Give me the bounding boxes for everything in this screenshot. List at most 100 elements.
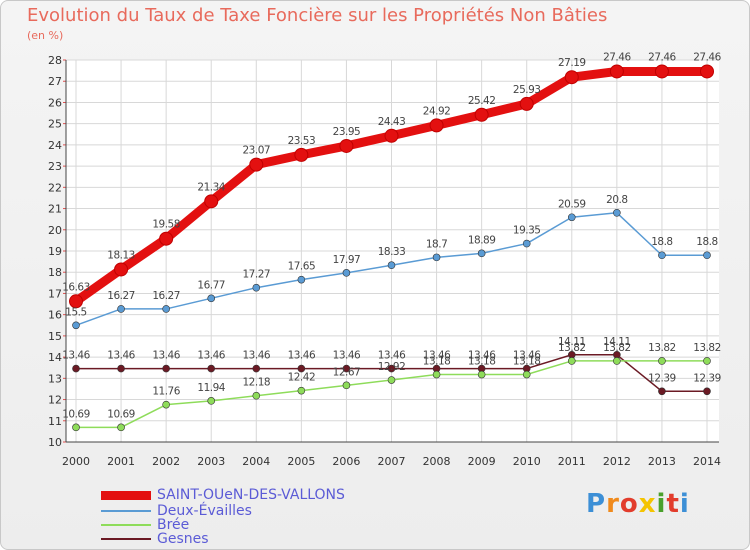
data-label: 23.53	[288, 135, 316, 147]
data-label: 17.65	[288, 261, 316, 273]
legend-label: SAINT-OUeN-DES-VALLONS	[157, 487, 345, 503]
data-label: 19.58	[152, 219, 180, 231]
data-point	[654, 64, 669, 79]
legend-label: Deux-Évailles	[157, 503, 252, 519]
data-label: 13.46	[152, 350, 180, 362]
data-point	[477, 370, 486, 379]
data-label: 13.46	[468, 350, 496, 362]
data-label: 17.27	[243, 269, 271, 281]
data-label: 25.93	[513, 84, 541, 96]
logo-letter: i	[679, 489, 690, 519]
y-tick-label: 16	[48, 309, 62, 322]
logo-letter: t	[666, 489, 680, 519]
data-label: 13.18	[468, 356, 496, 368]
x-tick-label: 2011	[558, 455, 586, 468]
data-point	[207, 364, 216, 373]
data-label: 24.92	[423, 105, 451, 117]
data-point	[432, 370, 441, 379]
data-label: 11.76	[152, 386, 180, 398]
data-label: 12.42	[288, 372, 316, 384]
data-point	[249, 157, 264, 172]
data-label: 19.35	[513, 225, 541, 237]
y-tick-label: 11	[48, 415, 62, 428]
data-label: 18.89	[468, 234, 496, 246]
data-point	[432, 253, 441, 262]
data-label: 27.46	[693, 51, 721, 63]
x-tick-label: 2013	[648, 455, 676, 468]
data-point	[252, 391, 261, 400]
data-label: 27.46	[648, 51, 676, 63]
data-point	[519, 96, 534, 111]
chart-subtitle: (en %)	[27, 29, 64, 42]
data-label: 16.27	[152, 290, 180, 302]
logo-letter: P	[586, 489, 607, 519]
data-point	[339, 138, 354, 153]
x-tick-label: 2001	[107, 455, 135, 468]
data-label: 12.92	[378, 361, 406, 373]
x-tick-label: 2009	[468, 455, 496, 468]
data-label: 13.46	[197, 350, 225, 362]
data-label: 18.13	[107, 249, 135, 261]
data-label: 12.18	[243, 377, 271, 389]
data-point	[384, 128, 399, 143]
data-label: 20.59	[558, 198, 586, 210]
data-point	[297, 386, 306, 395]
legend-label: Gesnes	[157, 531, 209, 547]
y-tick-label: 17	[48, 287, 62, 300]
data-label: 12.67	[333, 366, 361, 378]
data-label: 24.43	[378, 116, 406, 128]
data-label: 13.82	[603, 342, 631, 354]
data-point	[613, 357, 621, 365]
data-point	[252, 364, 261, 373]
chart-title: Evolution du Taux de Taxe Foncière sur l…	[27, 5, 608, 26]
data-label: 14.11	[603, 336, 631, 348]
x-tick-label: 2008	[423, 455, 451, 468]
data-label: 18.8	[696, 236, 717, 248]
data-label: 13.46	[288, 350, 316, 362]
data-label: 18.7	[426, 238, 447, 250]
data-point	[159, 231, 174, 246]
data-point	[658, 357, 666, 365]
legend-item: Gesnes	[101, 531, 209, 547]
data-point	[387, 376, 396, 384]
data-label: 12.39	[693, 372, 721, 384]
data-point	[162, 364, 170, 373]
legend-item: SAINT-OUeN-DES-VALLONS	[101, 487, 345, 503]
x-tick-label: 2005	[287, 455, 315, 468]
logo-letter: o	[619, 489, 639, 519]
x-tick-label: 2000	[62, 455, 90, 468]
y-tick-label: 14	[48, 351, 62, 364]
data-label: 27.19	[558, 57, 586, 69]
data-label: 23.95	[333, 126, 361, 138]
data-label: 13.82	[648, 342, 676, 354]
data-label: 13.82	[558, 342, 586, 354]
x-tick-label: 2004	[242, 455, 270, 468]
data-point	[567, 357, 576, 365]
data-point	[658, 387, 666, 396]
data-point	[564, 70, 579, 85]
data-label: 10.69	[62, 408, 90, 420]
legend-item: Deux-Évailles	[101, 503, 252, 519]
data-label: 16.63	[62, 281, 90, 293]
data-label: 15.5	[65, 306, 86, 318]
y-tick-label: 19	[48, 245, 62, 258]
data-point	[609, 64, 624, 79]
data-point	[207, 397, 216, 405]
data-label: 20.8	[606, 194, 627, 206]
data-point	[162, 400, 170, 409]
y-tick-label: 23	[48, 160, 62, 173]
data-point	[117, 423, 125, 432]
data-point	[387, 261, 396, 270]
data-point	[703, 387, 711, 396]
logo-letter: x	[638, 489, 657, 519]
data-point	[474, 107, 489, 122]
data-point	[429, 118, 444, 133]
data-label: 13.46	[378, 350, 406, 362]
x-tick-label: 2012	[603, 455, 631, 468]
data-label: 13.46	[107, 350, 135, 362]
x-tick-label: 2010	[513, 455, 541, 468]
data-point	[342, 364, 351, 373]
data-point	[294, 147, 309, 162]
x-tick-label: 2003	[197, 455, 225, 468]
legend-label: Brée	[157, 517, 190, 533]
